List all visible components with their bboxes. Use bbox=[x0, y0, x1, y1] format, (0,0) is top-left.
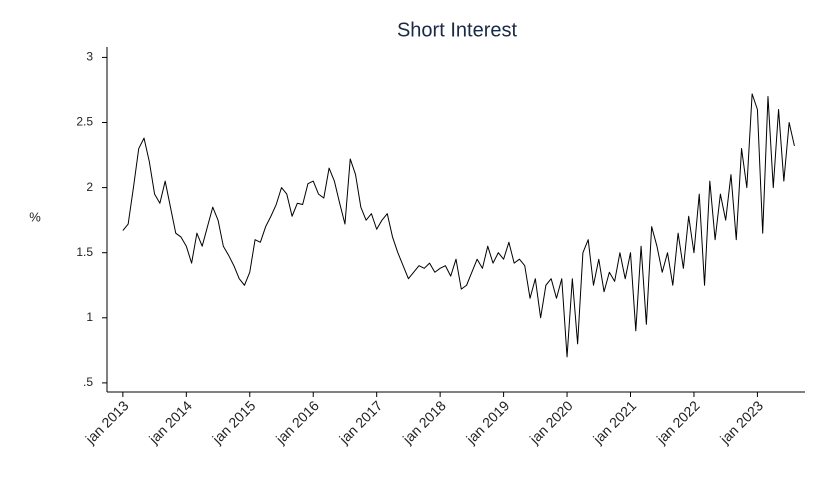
x-tick-label: jan 2014 bbox=[145, 397, 195, 447]
y-tick-label: 2.5 bbox=[76, 115, 93, 129]
x-tick-label: jan 2018 bbox=[399, 397, 449, 447]
x-tick-label: jan 2016 bbox=[272, 397, 322, 447]
x-tick-label: jan 2020 bbox=[526, 397, 576, 447]
x-tick-label: jan 2019 bbox=[462, 397, 512, 447]
y-axis-label: % bbox=[29, 209, 41, 224]
series-line bbox=[122, 93, 795, 358]
x-tick-label: jan 2022 bbox=[653, 397, 703, 447]
x-tick-label: jan 2021 bbox=[589, 397, 639, 447]
y-tick-label: 1.5 bbox=[76, 245, 93, 259]
y-tick-label: 1 bbox=[86, 310, 93, 324]
x-tick-label: jan 2015 bbox=[209, 397, 259, 447]
y-tick-label: 2 bbox=[86, 180, 93, 194]
chart-title: Short Interest bbox=[397, 19, 518, 41]
y-tick-label: .5 bbox=[83, 375, 93, 389]
x-tick-label: jan 2013 bbox=[82, 397, 132, 447]
x-tick-label: jan 2023 bbox=[716, 397, 766, 447]
x-tick-label: jan 2017 bbox=[335, 397, 385, 447]
y-tick-label: 3 bbox=[86, 50, 93, 64]
